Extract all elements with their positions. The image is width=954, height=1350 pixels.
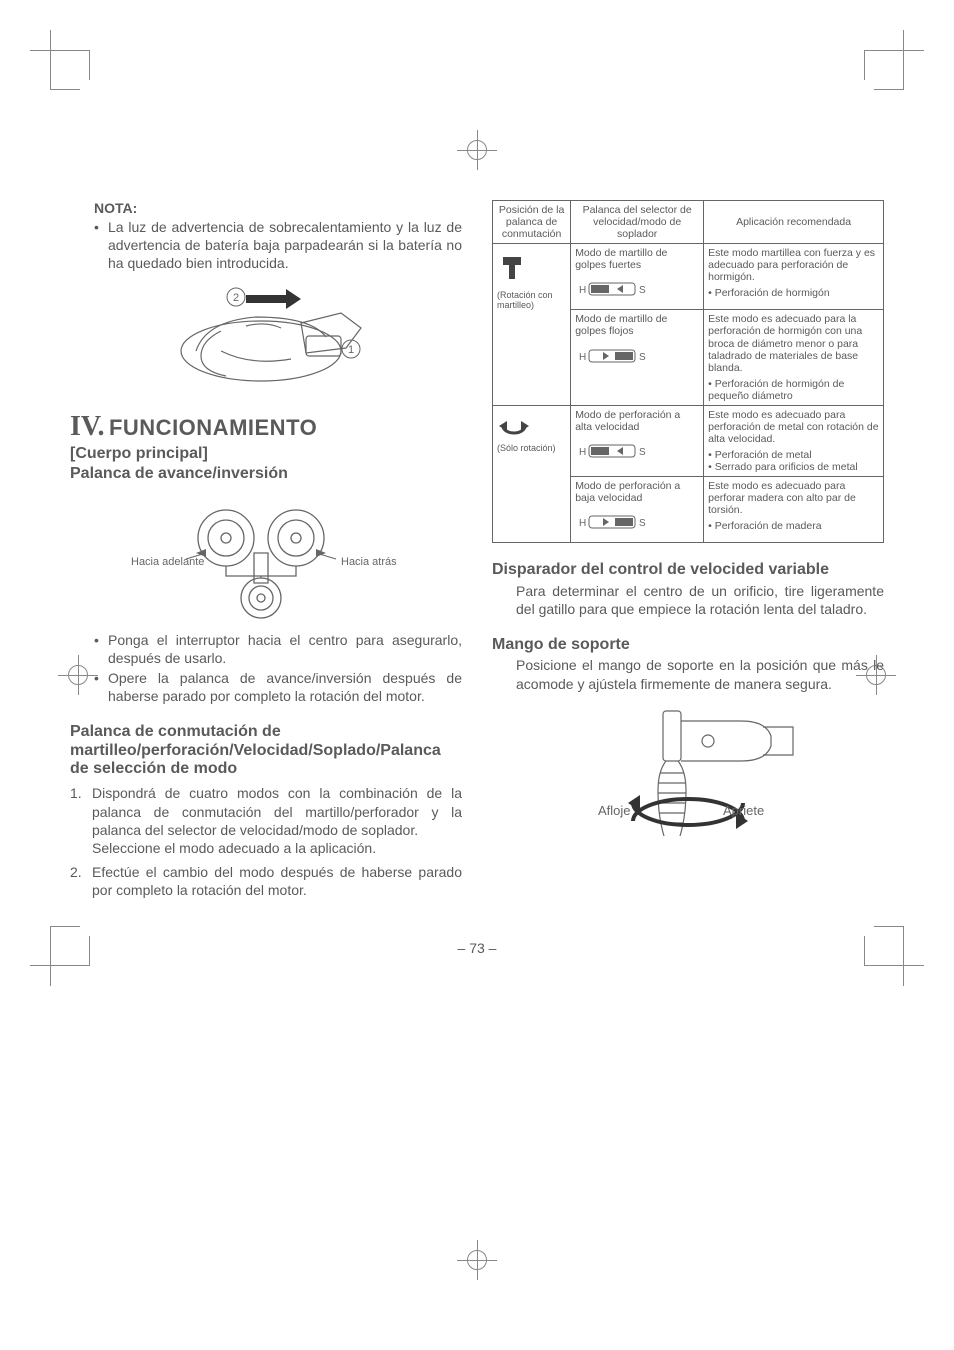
th-selector: Palanca del selector de velocidad/modo d… [571, 201, 704, 244]
lever-left-label: Hacia adelante [131, 556, 204, 568]
lever-bullet-1: Ponga el interruptor hacia el centro par… [108, 631, 462, 667]
nota-label: NOTA: [94, 200, 462, 216]
mode-cell-3: Modo de perforación a alta velocidad H S [571, 405, 704, 476]
right-column: Posición de la palanca de conmutación Pa… [492, 200, 884, 900]
svg-text:H: H [579, 352, 586, 363]
handle-right-label: Apriete [723, 803, 764, 818]
mode-cell-1: Modo de martillo de golpes fuertes H S [571, 244, 704, 310]
mode-item-1: Dispondrá de cuatro modos con la combina… [92, 784, 462, 857]
left-column: NOTA: • La luz de advertencia de sobreca… [70, 200, 462, 900]
icon-hammer-rotation: (Rotación con martilleo) [493, 244, 571, 406]
badge-2: 2 [233, 292, 239, 304]
trigger-text: Para determinar el centro de un orificio… [492, 582, 884, 618]
mode-heading: Palanca de conmutación de martilleo/perf… [70, 723, 462, 778]
page-number: – 73 – [70, 940, 884, 956]
mode-cell-2: Modo de martillo de golpes flojos H S [571, 310, 704, 405]
th-position: Posición de la palanca de conmutación [493, 201, 571, 244]
icon-rotation-only: (Sólo rotación) [493, 405, 571, 543]
nota-text: La luz de advertencia de sobrecalentamie… [108, 218, 462, 273]
mode-cell-4: Modo de perforación a baja velocidad H S [571, 477, 704, 543]
handle-heading: Mango de soporte [492, 636, 884, 654]
trigger-heading: Disparador del control de velocided vari… [492, 561, 884, 579]
lever-bullet-2: Opere la palanca de avance/inversión des… [108, 669, 462, 705]
svg-text:S: S [639, 518, 646, 529]
lever-figure: Hacia adelante Hacia atrás [70, 493, 462, 623]
app-cell-3: Este modo es adecuado para perforación d… [704, 405, 884, 476]
lever-right-label: Hacia atrás [341, 556, 397, 568]
app-cell-1: Este modo martillea con fuerza y es adec… [704, 244, 884, 310]
svg-text:H: H [579, 285, 586, 296]
svg-text:S: S [639, 447, 646, 458]
section-title: FUNCIONAMIENTO [109, 415, 317, 440]
handle-text: Posicione el mango de soporte en la posi… [492, 656, 884, 692]
section-sub2: Palanca de avance/inversión [70, 465, 462, 483]
section-sub1: [Cuerpo principal] [70, 445, 462, 463]
reg-mark-bottom [457, 1240, 497, 1280]
handle-figure: Afloje Apriete [492, 703, 884, 853]
svg-text:S: S [639, 285, 646, 296]
badge-1: 1 [348, 344, 354, 356]
bullet-dot: • [94, 218, 108, 273]
section-number: IV. [70, 411, 105, 442]
svg-text:H: H [579, 447, 586, 458]
app-cell-2: Este modo es adecuado para la perforació… [704, 310, 884, 405]
svg-text:S: S [639, 352, 646, 363]
app-cell-4: Este modo es adecuado para perforar made… [704, 477, 884, 543]
battery-insert-figure: 2 1 [70, 281, 462, 391]
handle-left-label: Afloje [598, 803, 631, 818]
svg-text:H: H [579, 518, 586, 529]
th-application: Aplicación recomendada [704, 201, 884, 244]
mode-table: Posición de la palanca de conmutación Pa… [492, 200, 884, 543]
mode-item-2: Efectúe el cambio del modo después de ha… [92, 863, 462, 899]
section-heading: IV. FUNCIONAMIENTO [70, 411, 462, 443]
